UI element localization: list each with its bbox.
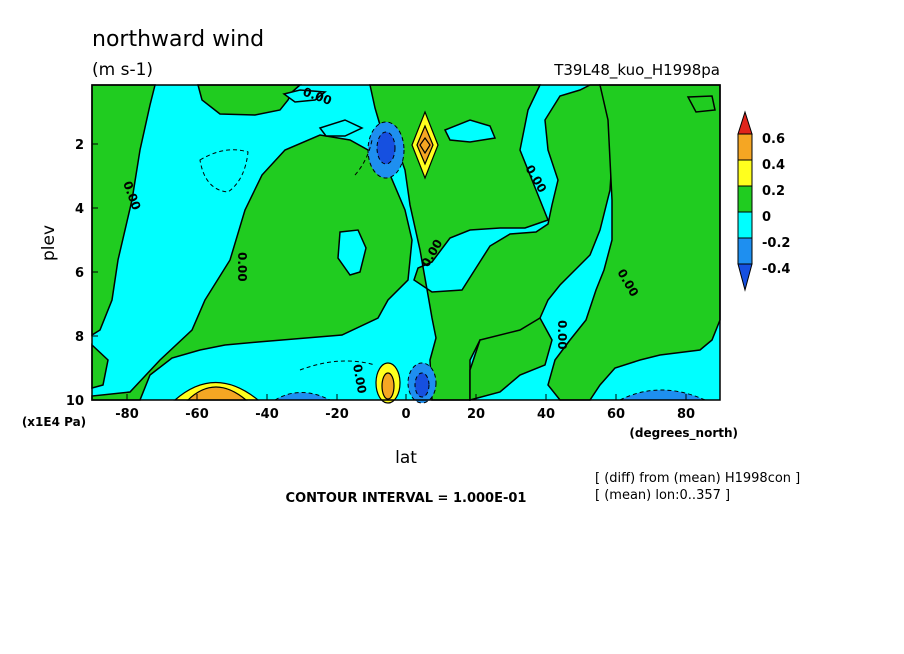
x-tick-label: 80 [677, 407, 695, 422]
field-region-left-edge [91, 84, 156, 337]
x-axis: -80 -60 -40 -20 0 20 40 60 80 (degrees_n… [115, 394, 738, 468]
colorbar-swatch [737, 133, 753, 161]
colorbar-swatch [737, 237, 753, 265]
neg-core-upper-inner [376, 131, 396, 165]
x-tick-label: 60 [607, 407, 625, 422]
x-tick-label: -40 [255, 407, 279, 422]
x-tick-label: -20 [325, 407, 349, 422]
colorbar-swatch [737, 159, 753, 187]
contour-label: 0.00 [555, 320, 569, 350]
y-tick-label: 4 [75, 202, 84, 217]
chart-title: northward wind [92, 27, 264, 52]
note-diff: [ (diff) from (mean) H1998con ] [595, 471, 800, 486]
field-region-top-center [197, 84, 302, 116]
colorbar: 0.6 0.4 0.2 0 -0.2 -0.4 [737, 110, 790, 292]
colorbar-swatch [737, 211, 753, 239]
colorbar-swatch-top [737, 110, 753, 135]
pos-core-upper-inner [419, 136, 431, 155]
contour-dashed-c [354, 139, 373, 176]
field-island-a [337, 229, 367, 276]
y-tick-label: 8 [75, 330, 84, 345]
note-mean: [ (mean) lon:0..357 ] [595, 488, 730, 503]
field-region-right-bottom [469, 316, 553, 401]
x-tick-label: -80 [115, 407, 139, 422]
neg-core-lower-inner [414, 372, 430, 398]
field-region-top-right-tab [686, 95, 716, 113]
contour-dashed-b [299, 360, 376, 371]
pos-core-lower-inner [381, 372, 395, 400]
plot-area: 0.00 0.00 0.00 0.00 0.00 0.00 0.00 0.00 [91, 84, 721, 404]
field-island-b [443, 119, 497, 143]
colorbar-label: -0.2 [762, 236, 790, 251]
y-axis-title: plev [39, 225, 59, 261]
y-scale-label: (x1E4 Pa) [22, 415, 86, 429]
units-label: (m s-1) [92, 60, 153, 80]
y-axis: 2 4 6 8 10 (x1E4 Pa) plev [22, 138, 98, 429]
colorbar-label: -0.4 [762, 262, 790, 277]
colorbar-swatch [737, 185, 753, 213]
colorbar-label: 0.4 [762, 158, 785, 173]
x-tick-label: -60 [185, 407, 209, 422]
x-units-label: (degrees_north) [629, 426, 738, 441]
field-region-right [547, 84, 721, 401]
colorbar-label: 0.6 [762, 132, 785, 147]
colorbar-label: 0 [762, 210, 771, 225]
x-tick-label: 20 [467, 407, 485, 422]
x-axis-title: lat [395, 448, 417, 468]
y-tick-label: 2 [75, 138, 84, 153]
colorbar-label: 0.2 [762, 184, 785, 199]
contour-label: 0.00 [350, 363, 369, 395]
run-label: T39L48_kuo_H1998pa [553, 61, 720, 80]
x-tick-label: 0 [401, 407, 410, 422]
y-tick-label: 6 [75, 266, 84, 281]
field-island-d [282, 89, 327, 103]
colorbar-swatch-bottom [737, 263, 753, 292]
x-tick-label: 40 [537, 407, 555, 422]
contour-interval-label: CONTOUR INTERVAL = 1.000E-01 [286, 491, 527, 506]
field-island-c [318, 119, 364, 137]
contour-label: 0.00 [235, 252, 249, 282]
y-tick-label: 10 [66, 394, 84, 409]
